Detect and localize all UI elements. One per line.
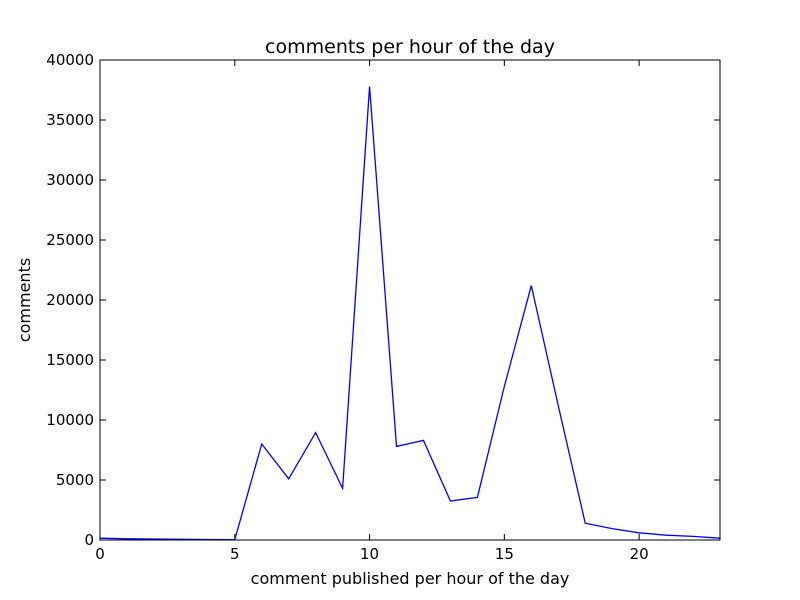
y-tick-label: 0 [84,531,94,549]
y-axis-label: comments [15,258,34,342]
series-line [99,86,721,541]
y-tick-label: 40000 [46,51,94,69]
chart-title: comments per hour of the day [265,36,555,58]
y-tick-label: 15000 [46,351,94,369]
x-axis-ticks: 0 5 10 15 20 [95,60,649,563]
y-tick-label: 20000 [46,291,94,309]
x-tick-label: 15 [495,545,514,563]
plot-frame [99,59,721,541]
y-tick-label: 10000 [46,411,94,429]
y-tick-label: 5000 [56,471,94,489]
y-axis-ticks: 0 5000 10000 15000 20000 25000 30000 35000 40000 [46,51,720,549]
x-tick-label: 0 [95,545,105,563]
x-axis-label: comment published per hour of the day [251,569,570,588]
x-tick-label: 5 [230,545,240,563]
y-tick-label: 30000 [46,171,94,189]
plot-area [100,60,720,540]
x-tick-label: 10 [360,545,379,563]
y-tick-label: 25000 [46,231,94,249]
x-tick-label: 20 [630,545,649,563]
y-tick-label: 35000 [46,111,94,129]
